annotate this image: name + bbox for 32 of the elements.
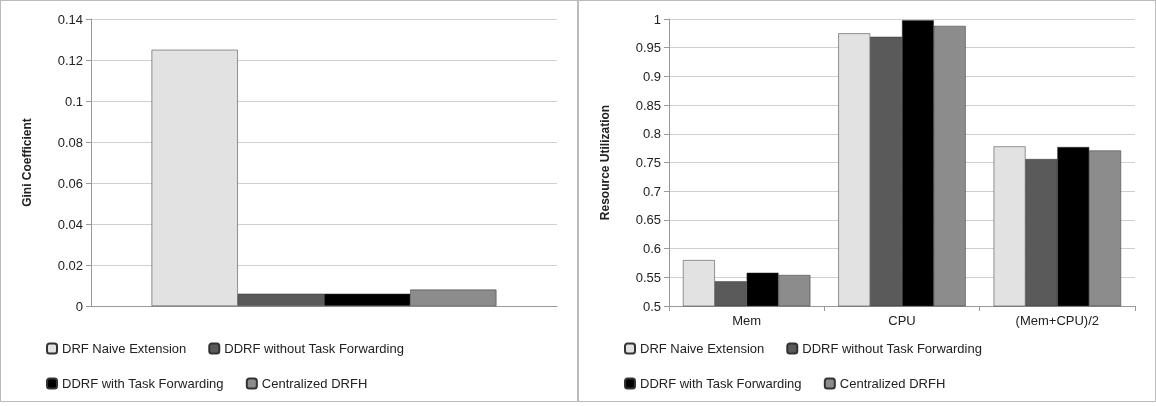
y-tick-label: 0.1 (64, 93, 83, 109)
y-tick-label: 0.12 (57, 52, 83, 68)
y-tick-label: 0.75 (635, 155, 661, 170)
y-axis-title: Resource Utilization (598, 104, 612, 221)
legend-label: DDRF without Task Forwarding (224, 341, 404, 356)
y-tick-label: 0.7 (642, 183, 661, 199)
legend-label: DDRF without Task Forwarding (802, 341, 982, 356)
legend-label: Centralized DRFH (261, 376, 368, 391)
y-tick-label: 0.9 (642, 68, 661, 84)
y-tick-label: 0.5 (642, 298, 661, 314)
x-tick-label: (Mem+CPU)/2 (1015, 313, 1100, 328)
legend-label: Centralized DRFH (839, 376, 946, 391)
y-tick-label: 0.65 (635, 212, 661, 228)
y-tick-label: 0.55 (635, 269, 661, 285)
y-tick-label: 0 (75, 298, 83, 314)
y-tick-label: 0.02 (57, 257, 83, 273)
y-tick-label: 0.95 (635, 40, 661, 56)
y-axis-title: Gini Coefficient (20, 118, 34, 207)
x-tick-label: CPU (888, 313, 916, 328)
legend-label: DRF Naive Extension (62, 341, 187, 356)
y-tick-label: 0.6 (642, 241, 661, 257)
legend-label: DDRF with Task Forwarding (62, 376, 224, 391)
legend-label: DDRF with Task Forwarding (640, 376, 802, 391)
y-tick-label: 0.8 (642, 126, 661, 142)
y-tick-label: 1 (653, 11, 661, 27)
y-tick-label: 0.14 (57, 11, 83, 27)
y-tick-label: 0.04 (57, 216, 83, 232)
y-tick-label: 0.85 (635, 97, 661, 113)
y-tick-label: 0.08 (57, 134, 83, 150)
x-tick-label: Mem (732, 313, 762, 328)
y-tick-label: 0.06 (57, 175, 83, 191)
legend-label: DRF Naive Extension (640, 341, 765, 356)
